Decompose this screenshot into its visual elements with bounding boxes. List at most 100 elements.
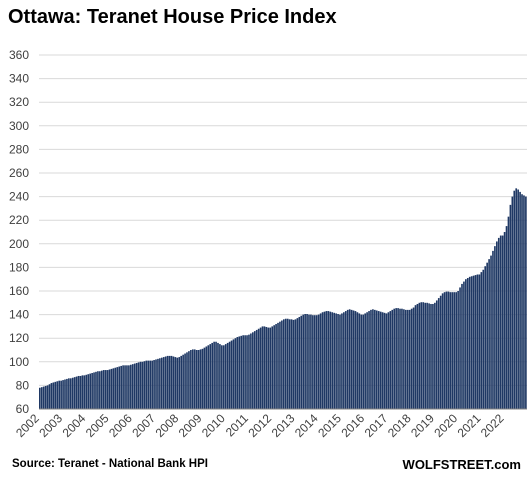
bar: [52, 382, 55, 409]
bar: [85, 374, 88, 409]
x-tick-label: 2020: [431, 411, 460, 440]
bar: [155, 359, 157, 409]
bar: [414, 305, 417, 409]
bar: [455, 292, 457, 409]
bar: [368, 311, 370, 409]
y-tick-label: 120: [9, 331, 29, 345]
bar: [228, 341, 231, 409]
bar: [207, 345, 210, 409]
bar: [211, 342, 213, 409]
bar: [271, 326, 274, 409]
bar: [486, 262, 488, 409]
bar: [434, 302, 436, 409]
bar: [387, 312, 390, 409]
bar: [265, 326, 268, 409]
source-note: Source: Teranet - National Bank HPI: [12, 458, 208, 470]
bar: [335, 313, 337, 409]
bar: [122, 365, 124, 409]
bar: [418, 302, 421, 409]
bar: [329, 311, 332, 409]
bar: [333, 312, 335, 409]
bar: [93, 372, 95, 409]
bar: [164, 356, 167, 409]
x-tick-label: 2021: [455, 411, 484, 440]
bar: [252, 332, 254, 409]
bar: [463, 281, 465, 409]
bar: [416, 303, 419, 409]
bar: [478, 274, 481, 409]
bar: [470, 276, 473, 409]
bar: [465, 279, 467, 409]
bar: [168, 355, 171, 409]
bar: [523, 195, 525, 409]
bar: [222, 345, 225, 409]
bar: [496, 241, 498, 409]
bar: [172, 356, 175, 409]
y-tick-label: 160: [9, 284, 29, 298]
bar: [139, 361, 142, 409]
bar: [69, 378, 72, 409]
bar: [358, 313, 361, 409]
bar: [310, 314, 312, 409]
bar: [263, 326, 266, 409]
bar: [180, 355, 183, 409]
y-tick-label: 140: [9, 308, 29, 322]
bar: [68, 378, 70, 409]
bar: [430, 303, 432, 409]
bar: [83, 375, 86, 409]
bar: [331, 312, 334, 409]
bar: [159, 358, 161, 409]
x-tick-label: 2011: [223, 411, 251, 439]
bar: [248, 334, 250, 409]
bar: [461, 283, 463, 409]
bar: [375, 310, 378, 409]
bar: [133, 363, 136, 409]
bar: [279, 321, 281, 409]
bar: [466, 278, 469, 409]
bar: [42, 386, 45, 409]
bar: [319, 313, 322, 409]
x-tick-label: 2007: [129, 411, 158, 440]
bar: [312, 315, 314, 409]
bar: [344, 311, 347, 409]
bar: [364, 313, 366, 409]
bar: [315, 315, 318, 409]
bar: [184, 353, 186, 409]
bar: [40, 387, 43, 409]
bar: [472, 275, 475, 409]
bar: [428, 303, 430, 409]
bar: [232, 339, 235, 409]
bar: [73, 377, 76, 409]
bar: [215, 341, 217, 409]
bar: [374, 309, 376, 409]
bar: [58, 380, 61, 409]
bar: [253, 331, 256, 409]
bar: [201, 348, 204, 409]
bar: [352, 310, 355, 409]
bar: [71, 377, 74, 409]
bar: [91, 373, 93, 409]
bar: [517, 189, 519, 409]
bar: [224, 344, 227, 409]
bar: [149, 360, 152, 409]
bar: [406, 309, 409, 409]
bar: [422, 302, 425, 409]
bar: [205, 346, 208, 409]
bar: [468, 276, 471, 409]
x-tick-label: 2014: [292, 411, 321, 440]
bar: [494, 246, 496, 409]
bar: [439, 295, 442, 409]
x-tick-label: 2012: [245, 411, 274, 440]
bar: [521, 194, 523, 409]
bar: [120, 365, 122, 409]
bar: [346, 309, 349, 409]
bar: [366, 312, 368, 409]
chart-title: Ottawa: Teranet House Price Index: [8, 6, 337, 28]
y-tick-label: 260: [9, 166, 29, 180]
bar: [131, 364, 134, 409]
x-tick-label: 2015: [315, 411, 344, 440]
x-tick-label: 2003: [36, 411, 65, 440]
bar: [157, 358, 159, 409]
bar: [403, 309, 405, 409]
bar: [321, 312, 324, 409]
